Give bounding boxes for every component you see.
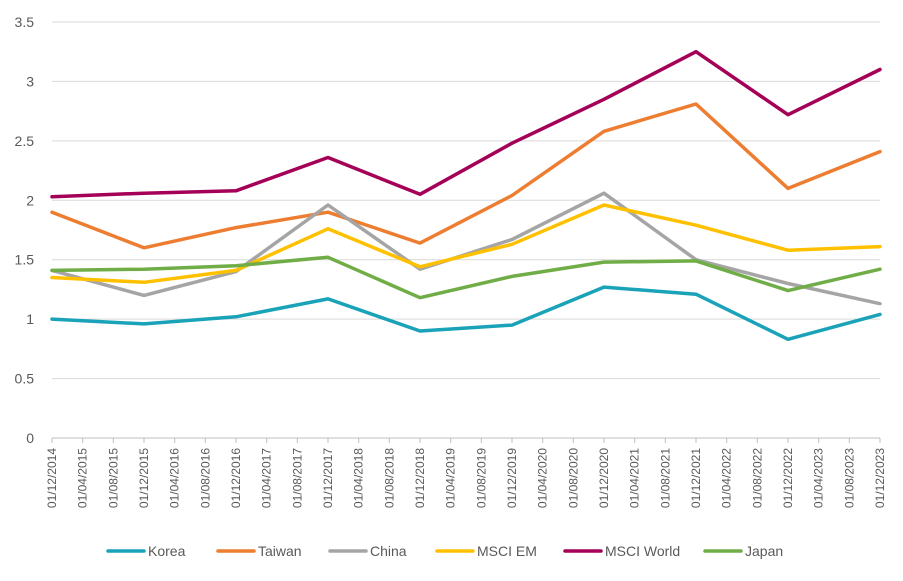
- x-tick-label: 01/12/2019: [505, 448, 519, 508]
- y-tick-label: 0.5: [15, 371, 35, 387]
- x-tick-label: 01/04/2019: [444, 448, 458, 508]
- x-tick-label: 01/08/2022: [750, 448, 764, 508]
- x-tick-label: 01/04/2023: [812, 448, 826, 508]
- x-tick-label: 01/12/2017: [321, 448, 335, 508]
- y-tick-label: 0: [26, 430, 34, 446]
- legend: Korea Taiwan China MSCI EM MSCI World Japan: [106, 543, 783, 559]
- x-tick-label: 01/12/2020: [597, 448, 611, 508]
- series-lines: [50, 49, 882, 342]
- y-tick-label: 3.5: [15, 14, 35, 30]
- legend-label-korea: Korea: [148, 543, 186, 559]
- x-tick-label: 01/04/2020: [536, 448, 550, 508]
- x-tick-label: 01/12/2023: [873, 448, 887, 508]
- legend-label-japan: Japan: [745, 543, 783, 559]
- y-tick-label: 2: [26, 192, 34, 208]
- x-tick-label: 01/08/2019: [474, 448, 488, 508]
- x-tick-label: 01/04/2015: [76, 448, 90, 508]
- x-tick-label: 01/08/2016: [198, 448, 212, 508]
- series-line-japan: [50, 255, 882, 300]
- x-tick-label: 01/04/2017: [260, 448, 274, 508]
- x-tick-label: 01/08/2023: [842, 448, 856, 508]
- x-tick-label: 01/08/2017: [290, 448, 304, 508]
- series-line-taiwan: [50, 102, 882, 250]
- x-tick-label: 01/12/2021: [689, 448, 703, 508]
- x-axis-ticks: 01/12/2014 01/04/2015 01/08/2015 01/12/2015…: [45, 438, 887, 508]
- x-tick-label: 01/08/2015: [106, 448, 120, 508]
- x-tick-label: 01/04/2016: [168, 448, 182, 508]
- x-tick-label: 01/12/2014: [45, 448, 59, 508]
- x-tick-label: 01/08/2021: [658, 448, 672, 508]
- series-line-msci-em: [50, 203, 882, 285]
- x-tick-label: 01/04/2018: [352, 448, 366, 508]
- legend-label-msci-world: MSCI World: [605, 543, 680, 559]
- y-tick-label: 2.5: [15, 133, 35, 149]
- x-tick-label: 01/04/2022: [720, 448, 734, 508]
- legend-label-china: China: [370, 543, 407, 559]
- series-line-korea: [50, 285, 882, 342]
- y-tick-label: 1.5: [15, 252, 35, 268]
- x-tick-label: 01/12/2022: [781, 448, 795, 508]
- series-line-msci-world: [50, 49, 882, 199]
- x-tick-label: 01/04/2021: [628, 448, 642, 508]
- y-tick-label: 3: [26, 73, 34, 89]
- x-tick-label: 01/12/2016: [229, 448, 243, 508]
- legend-label-msci-em: MSCI EM: [477, 543, 537, 559]
- x-tick-label: 01/12/2018: [413, 448, 427, 508]
- legend-label-taiwan: Taiwan: [258, 543, 302, 559]
- x-tick-label: 01/12/2015: [137, 448, 151, 508]
- x-tick-label: 01/08/2020: [566, 448, 580, 508]
- y-axis-ticks: 0 0.5 1 1.5 2 2.5 3 3.5: [15, 14, 35, 446]
- y-tick-label: 1: [26, 311, 34, 327]
- x-tick-label: 01/08/2018: [382, 448, 396, 508]
